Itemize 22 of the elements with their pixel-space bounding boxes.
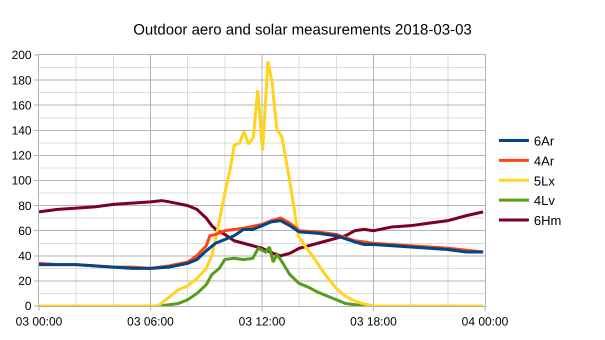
x-tick-label: 03 12:00	[238, 314, 286, 328]
legend-label: 5Lx	[534, 173, 556, 188]
x-tick-label: 03 18:00	[350, 314, 398, 328]
y-tick-label: 120	[12, 148, 32, 163]
legend-label: 4Ar	[534, 153, 555, 168]
legend-label: 6Ar	[534, 134, 555, 149]
x-tick-label: 03 00:00	[16, 314, 63, 328]
y-tick-label: 40	[18, 249, 32, 263]
legend-label: 6Hm	[534, 213, 562, 228]
y-tick-label: 140	[12, 124, 32, 138]
y-tick-label: 20	[18, 274, 32, 288]
legend-label: 4Lv	[534, 193, 556, 208]
chart-title: Outdoor aero and solar measurements 2018-03-03	[133, 21, 472, 38]
x-tick-label: 03 06:00	[127, 314, 174, 328]
y-tick-label: 0	[24, 299, 32, 314]
y-tick-label: 200	[12, 48, 32, 62]
y-tick-label: 60	[18, 224, 32, 238]
y-tick-label: 100	[12, 174, 32, 188]
y-tick-label: 80	[18, 198, 32, 213]
y-tick-label: 180	[12, 73, 32, 88]
x-tick-label: 04 00:00	[462, 314, 509, 328]
y-tick-label: 160	[12, 98, 32, 112]
